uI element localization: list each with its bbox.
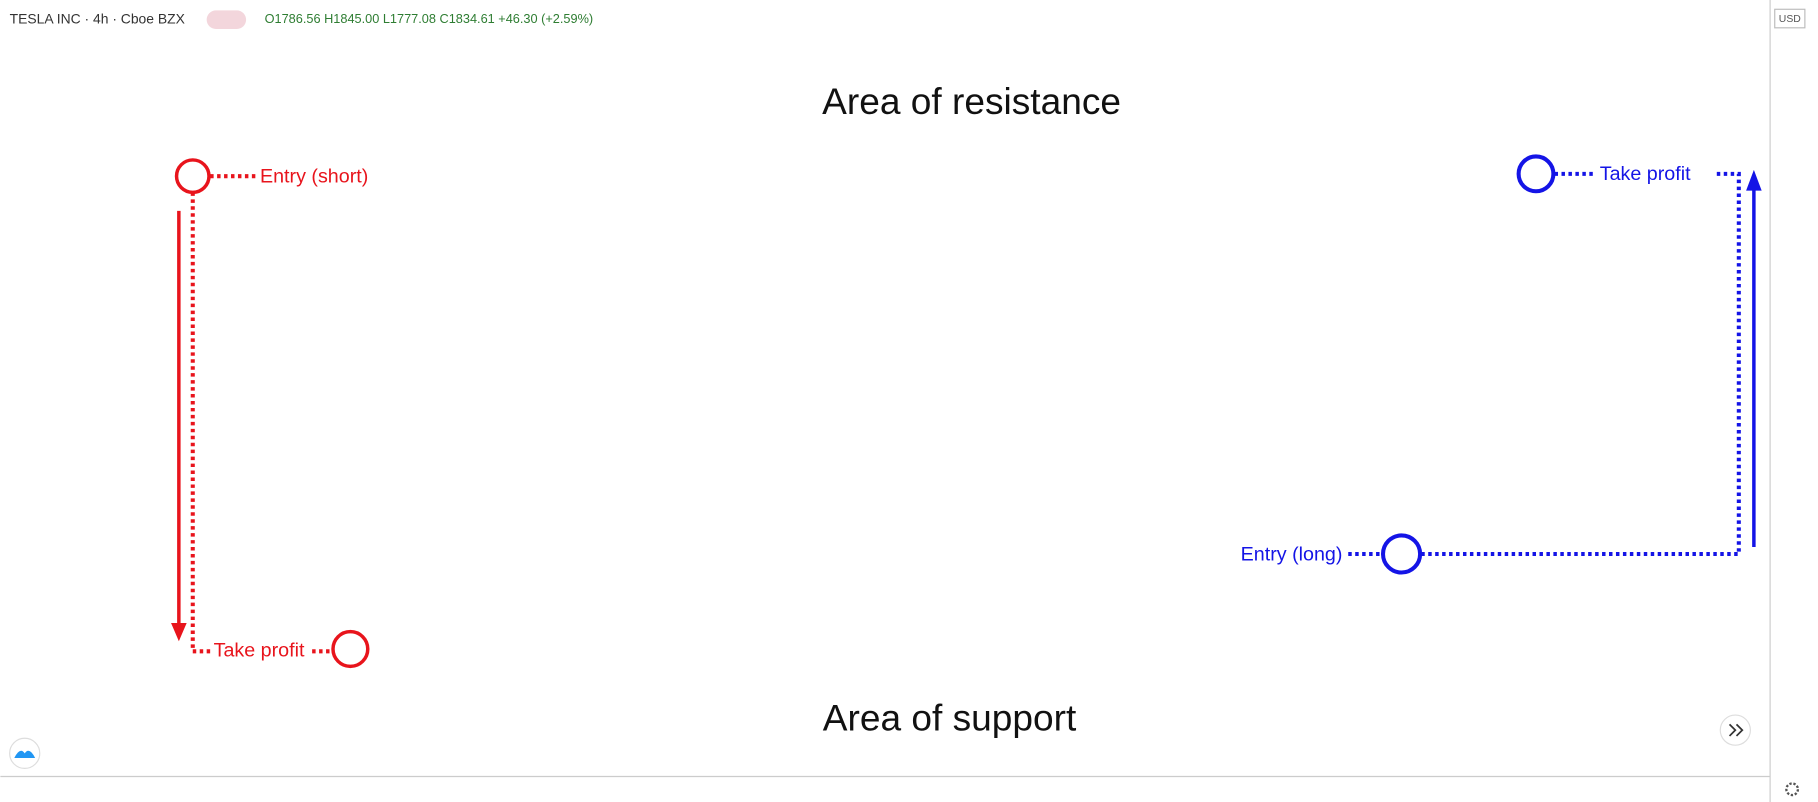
- indicator-toggle[interactable]: [206, 10, 247, 29]
- short-trade: [171, 158, 370, 669]
- short-entry-label: Entry (short): [260, 166, 368, 188]
- long-arrow-head: [1746, 169, 1762, 191]
- long-target-label: Take profit: [1600, 163, 1691, 185]
- short-arrow-head: [171, 622, 187, 642]
- long-entry-circle: [1380, 533, 1423, 575]
- symbol: TESLA INC · 4h · Cboe BZX: [10, 10, 185, 26]
- currency-box: [1774, 8, 1806, 29]
- support-label: Area of support: [823, 697, 1077, 739]
- long-target-circle: [1516, 154, 1556, 194]
- short-target-circle: [331, 629, 370, 669]
- scroll-icon: [1728, 723, 1744, 737]
- resistance-label: Area of resistance: [822, 80, 1121, 122]
- short-target-label: Take profit: [214, 640, 305, 662]
- currency: USD: [1779, 14, 1801, 25]
- logo: [14, 750, 36, 758]
- long-entry-label: Entry (long): [1241, 543, 1343, 565]
- long-dotted: [1348, 171, 1741, 557]
- ohlc: O1786.56 H1845.00 L1777.08 C1834.61 +46.…: [265, 11, 594, 26]
- settings-button[interactable]: [1785, 782, 1800, 797]
- long-trade: [1348, 154, 1762, 575]
- short-dotted: [190, 174, 256, 654]
